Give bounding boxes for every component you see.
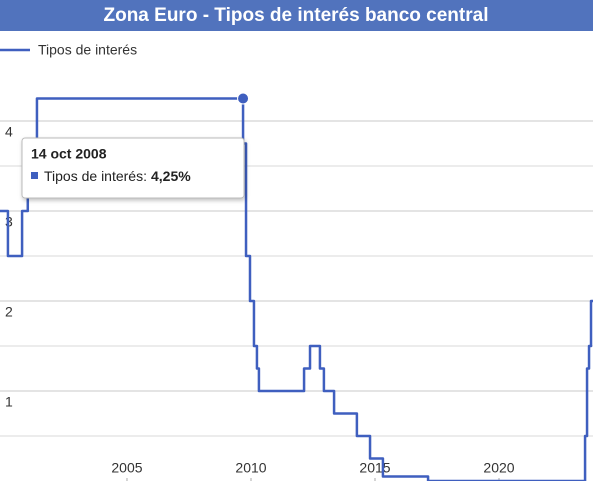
tooltip-date: 14 oct 2008 (31, 146, 107, 162)
hover-point (237, 92, 250, 105)
tooltip-value: 4,25% (151, 168, 191, 184)
tooltip-text: Tipos de interés: 4,25% (44, 168, 191, 184)
tooltip-swatch (31, 172, 38, 179)
x-tick-label: 2005 (111, 460, 142, 476)
y-tick-label: 2 (5, 304, 13, 320)
title-bar (0, 0, 593, 31)
x-tick-label: 2020 (483, 460, 514, 476)
y-tick-label: 4 (5, 124, 13, 140)
x-tick-label: 2015 (359, 460, 390, 476)
chart-title: Zona Euro - Tipos de interés banco centr… (103, 5, 488, 26)
x-tick-label: 2010 (235, 460, 266, 476)
tooltip-label: Tipos de interés: (44, 168, 147, 184)
tooltip: 14 oct 2008 Tipos de interés: 4,25% (21, 137, 245, 199)
plot (0, 92, 593, 481)
series-line (0, 97, 593, 481)
legend-label: Tipos de interés (38, 42, 137, 58)
tooltip-box (21, 137, 245, 199)
y-tick-label: 1 (5, 394, 13, 410)
